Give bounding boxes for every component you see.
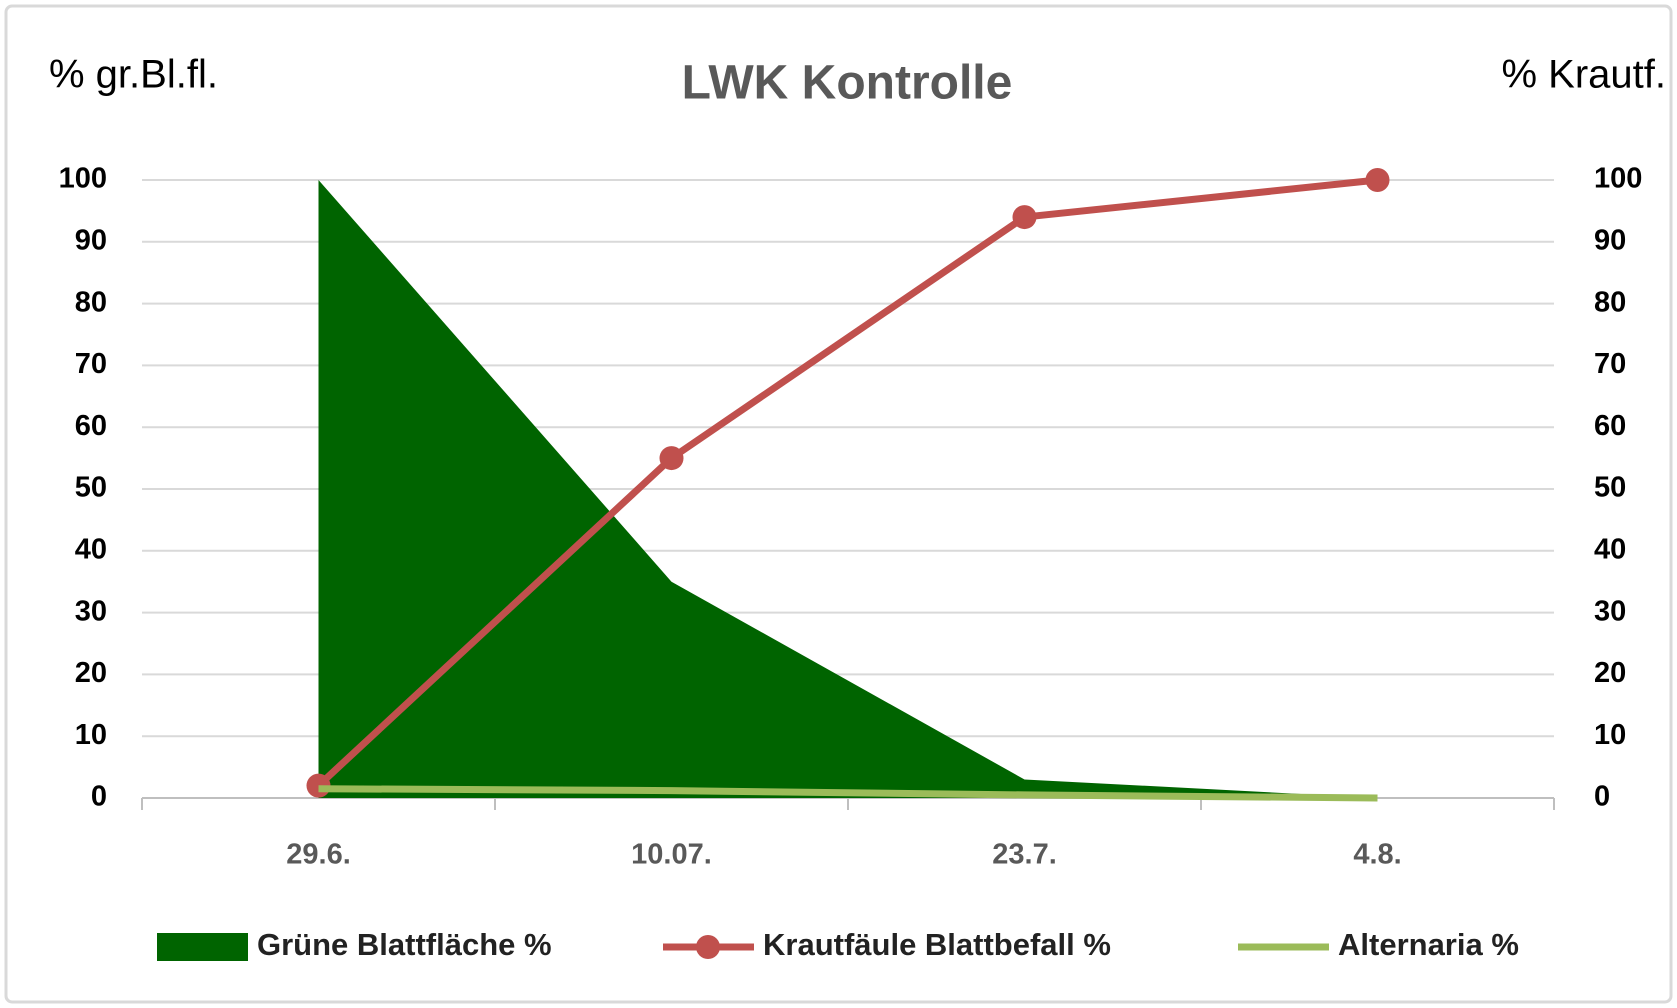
line	[316, 176, 1378, 789]
legend-label: Grüne Blattfläche %	[257, 927, 552, 962]
y2-tick-label: 40	[1594, 533, 1626, 565]
y-tick-label: 10	[75, 719, 107, 751]
legend-marker	[696, 935, 720, 959]
y2-tick-label: 10	[1594, 719, 1626, 751]
chart-title: LWK Kontrolle	[682, 57, 1013, 110]
marker	[1365, 168, 1390, 192]
y2-tick-label: 90	[1594, 224, 1626, 256]
y-tick-label: 60	[75, 410, 107, 442]
y-tick-label: 40	[75, 533, 107, 565]
y2-tick-label: 30	[1594, 595, 1626, 627]
x-tick-label: 4.8.	[1353, 839, 1401, 871]
x-tick-label: 23.7.	[992, 839, 1057, 871]
y-tick-label: 30	[75, 595, 107, 627]
legend-swatch	[157, 933, 248, 961]
y-tick-label: 100	[59, 163, 107, 195]
y2-axis-title: % Krautf.	[1501, 53, 1666, 97]
y2-tick-label: 80	[1594, 286, 1626, 318]
y-tick-label: 80	[75, 286, 107, 318]
y2-tick-label: 0	[1594, 781, 1610, 813]
x-tick-label: 10.07.	[631, 839, 712, 871]
y2-tick-label: 70	[1594, 348, 1626, 380]
x-tick-label: 29.6.	[286, 839, 351, 871]
y-tick-label: 90	[75, 224, 107, 256]
area	[318, 180, 1378, 798]
y2-tick-label: 100	[1594, 163, 1642, 195]
y-axis-title: % gr.Bl.fl.	[49, 53, 218, 97]
marker	[659, 446, 684, 471]
legend-label: Krautfäule Blattbefall %	[763, 927, 1111, 962]
y2-tick-label: 20	[1594, 657, 1626, 689]
y2-tick-label: 60	[1594, 410, 1626, 442]
y-tick-label: 70	[75, 348, 107, 380]
legend-label: Alternaria %	[1338, 927, 1519, 962]
chart-border	[4, 4, 1673, 1004]
marker	[1012, 205, 1037, 230]
y-tick-label: 50	[75, 472, 107, 504]
y-tick-label: 20	[75, 657, 107, 689]
y2-tick-label: 50	[1594, 472, 1626, 504]
line	[318, 785, 1378, 802]
y-tick-label: 0	[91, 781, 107, 813]
